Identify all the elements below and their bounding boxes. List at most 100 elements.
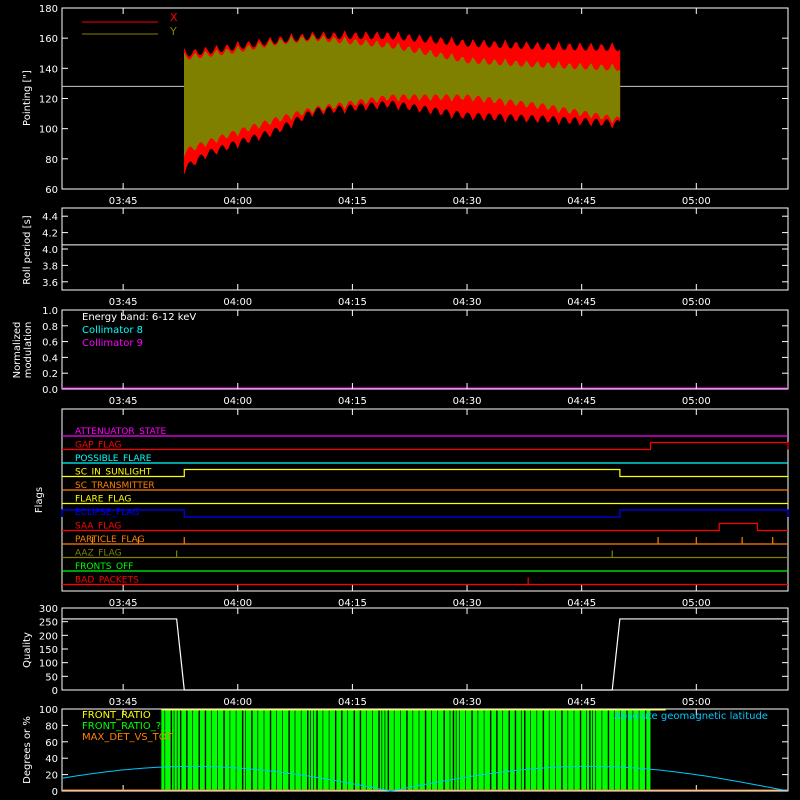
ytick-label: 20: [45, 771, 58, 782]
front-ratio-gap: [288, 710, 290, 790]
front-ratio-gap: [328, 710, 330, 790]
front-ratio-gap: [458, 710, 460, 790]
flag-label-fronts-off: FRONTS_OFF: [75, 562, 133, 572]
xtick-label: 04:15: [338, 297, 367, 308]
pointing-yticks: 60 80 100 120 140 160 180: [39, 4, 788, 196]
ytick-label: 50: [45, 672, 58, 683]
front-ratio-gap: [592, 710, 593, 790]
legend-front-ratio: FRONT_RATIO: [82, 710, 151, 721]
front-ratio-gap: [269, 710, 272, 790]
xtick-label: 05:00: [682, 396, 711, 407]
front-ratio-gap: [548, 710, 550, 790]
xtick-label: 05:00: [682, 697, 711, 708]
flag-line-sc-in-sunlight: [62, 468, 788, 478]
xtick-label: 04:00: [223, 598, 252, 609]
flag-label-sc-transmitter: SC_TRANSMITTER: [75, 481, 155, 491]
quality-marks: [62, 618, 788, 691]
geomag-latitude-line: [61, 765, 789, 792]
front-ratio-gap: [579, 710, 582, 790]
modulation-xticks: 03:45 04:00 04:15 04:30 04:45 05:00: [109, 310, 711, 407]
flag-label-flare-flag: FLARE_FLAG: [75, 495, 131, 505]
panel-modulation: 0.00.20.40.60.81.0 03:45 04:00 04:15 04:30 0…: [12, 306, 789, 407]
xtick-label: 05:00: [682, 196, 711, 207]
front-ratio-gap: [471, 710, 473, 790]
front-ratio-gap: [170, 710, 173, 790]
ytick-label: 3.8: [42, 261, 58, 272]
front-ratio-gap: [632, 710, 634, 790]
front-ratio-gap: [179, 710, 182, 790]
front-ratio-gap: [620, 710, 621, 790]
modulation-ylabel-2: modulation: [23, 322, 34, 379]
xtick-label: 04:45: [567, 196, 596, 207]
modulation-frame: [61, 309, 789, 390]
ytick-label: 0.4: [42, 353, 58, 364]
ytick-label: 0.6: [42, 338, 58, 349]
xtick-label: 04:00: [223, 196, 252, 207]
xtick-label: 04:45: [567, 396, 596, 407]
flag-label-saa-flag: SAA_FLAG: [75, 522, 121, 532]
ytick-label: 0: [52, 787, 58, 798]
quality-yticks: 0 50 100 150 200 250 300: [39, 604, 788, 697]
xtick-label: 03:45: [109, 196, 138, 207]
quality-xticks: 03:45 04:00 04:15 04:30 04:45 05:00: [109, 608, 711, 708]
flags-xticks: 03:45 04:00 04:15 04:30 04:45 05:00: [109, 409, 711, 609]
ytick-label: 200: [39, 631, 58, 642]
front-ratio-gap: [418, 710, 420, 790]
pointing-xticks: 03:45 04:00 04:15 04:30 04:45 05:00: [109, 8, 711, 207]
ytick-label: 60: [45, 738, 58, 749]
front-ratio-gap: [359, 710, 362, 790]
xtick-label: 03:45: [109, 598, 138, 609]
flag-line-eclipse-flag: [61, 509, 789, 518]
roll-ylabel: Roll period [s]: [22, 215, 33, 284]
front-ratio-gap: [400, 710, 401, 790]
xtick-label: 04:45: [567, 598, 596, 609]
front-ratio-gap: [489, 710, 492, 790]
legend-geomag-latitude: Absolute geomagnetic latitude: [614, 711, 768, 722]
front-ratio-gap: [322, 710, 324, 790]
front-ratio-gap: [465, 710, 466, 790]
ytick-label: 40: [45, 754, 58, 765]
front-ratio-gap: [601, 710, 603, 790]
front-ratio-gap: [353, 710, 355, 790]
front-ratio-gap: [502, 710, 504, 790]
front-ratio-gap: [307, 710, 309, 790]
ytick-label: 160: [39, 34, 58, 45]
front-ratio-gap: [282, 710, 283, 790]
panel-ratios: 0 20 40 60 80 100 FRONT_RATIO FRONT_RATIO_?_?…: [22, 705, 789, 798]
front-ratio-gap: [341, 710, 343, 790]
front-ratio-gap: [626, 710, 628, 790]
front-ratio-gap: [644, 710, 647, 790]
pointing-ylabel: Pointing ["]: [22, 70, 33, 126]
front-ratio-gap: [313, 710, 314, 790]
ytick-label: 0.0: [42, 385, 58, 396]
ytick-label: 300: [39, 604, 58, 615]
front-ratio-gap: [586, 710, 587, 790]
front-ratio-gap: [372, 710, 373, 790]
ytick-label: 4.2: [42, 229, 58, 240]
xtick-label: 04:30: [453, 196, 482, 207]
flag-label-possible-flare: POSSIBLE_FLARE: [75, 454, 152, 464]
legend-y-label: Y: [169, 25, 177, 38]
front-ratio-gap: [555, 710, 556, 790]
pointing-marks: [62, 29, 788, 174]
ratios-yticks: 0 20 40 60 80 100: [39, 705, 788, 798]
ytick-label: 3.6: [42, 278, 58, 289]
ytick-label: 80: [45, 721, 58, 732]
ytick-label: 250: [39, 618, 58, 629]
panel-flags: ATTENUATOR_STATE GAP_FLAG POSSIBLE_FLARE SC…: [34, 408, 789, 609]
modulation-yticks: 0.0 0.2 0.4 0.6 0.8 1.0: [42, 306, 788, 396]
ytick-label: 80: [45, 155, 58, 166]
front-ratio-gap: [589, 710, 591, 790]
ytick-label: 100: [39, 705, 58, 716]
xtick-label: 04:15: [338, 598, 367, 609]
front-ratio-gap: [536, 710, 538, 790]
front-ratio-gap: [164, 710, 166, 790]
legend-x-label: X: [170, 11, 178, 24]
front-ratio-gap: [381, 710, 383, 790]
xtick-label: 04:00: [223, 396, 252, 407]
ratios-marks: [61, 709, 789, 792]
xtick-label: 04:30: [453, 598, 482, 609]
front-ratio-gap: [365, 710, 367, 790]
ytick-label: 180: [39, 4, 58, 15]
